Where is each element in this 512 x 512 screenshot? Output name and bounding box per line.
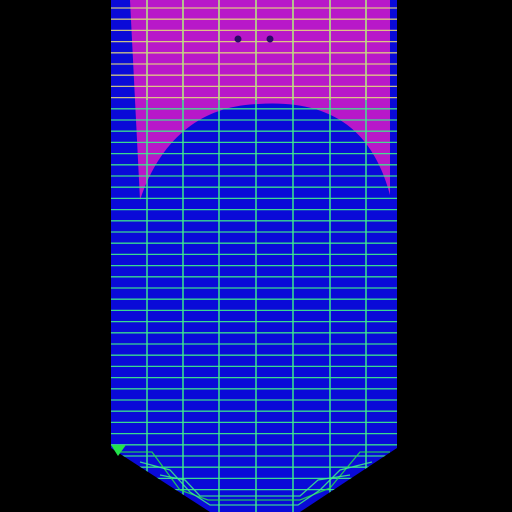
shield-body	[111, 0, 397, 512]
dot-marker	[267, 36, 274, 43]
dot-marker	[235, 36, 242, 43]
